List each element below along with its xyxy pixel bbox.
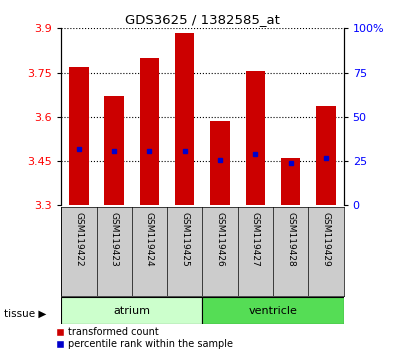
Text: GSM119422: GSM119422 bbox=[74, 211, 83, 266]
Text: GSM119424: GSM119424 bbox=[145, 211, 154, 266]
Title: GDS3625 / 1382585_at: GDS3625 / 1382585_at bbox=[125, 13, 280, 26]
Text: GSM119427: GSM119427 bbox=[251, 211, 260, 266]
Text: GSM119429: GSM119429 bbox=[322, 211, 331, 266]
Bar bbox=[202, 297, 344, 324]
Bar bbox=[104, 96, 124, 205]
Text: tissue ▶: tissue ▶ bbox=[4, 308, 46, 318]
Text: GSM119428: GSM119428 bbox=[286, 211, 295, 266]
Text: ventricle: ventricle bbox=[248, 306, 297, 316]
Bar bbox=[281, 158, 301, 205]
Bar bbox=[316, 107, 336, 205]
Bar bbox=[140, 58, 159, 205]
Text: GSM119426: GSM119426 bbox=[216, 211, 225, 266]
Legend: transformed count, percentile rank within the sample: transformed count, percentile rank withi… bbox=[56, 327, 233, 349]
Text: atrium: atrium bbox=[113, 306, 150, 316]
Bar bbox=[61, 297, 202, 324]
Bar bbox=[175, 33, 194, 205]
Text: GSM119425: GSM119425 bbox=[180, 211, 189, 266]
Bar bbox=[69, 67, 88, 205]
Bar bbox=[246, 71, 265, 205]
Text: GSM119423: GSM119423 bbox=[110, 211, 118, 266]
Bar bbox=[211, 121, 230, 205]
